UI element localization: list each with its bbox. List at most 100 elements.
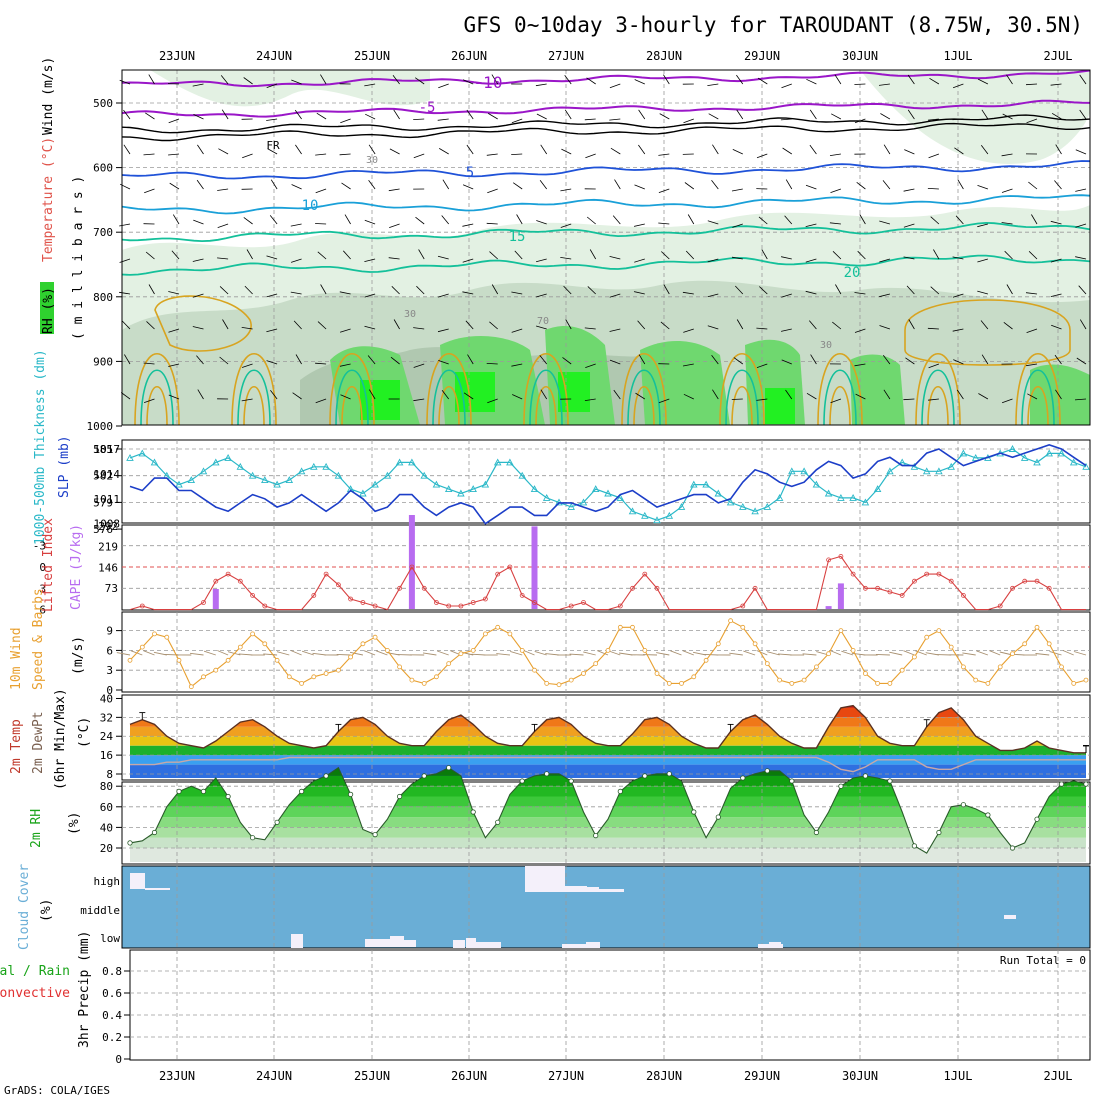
wind-barb bbox=[123, 144, 131, 155]
wind10m-barb bbox=[1062, 650, 1074, 656]
wind-barb bbox=[221, 109, 229, 120]
wind-barb bbox=[1055, 144, 1062, 155]
wind-speed-marker bbox=[286, 674, 292, 680]
boundary-layer-contour bbox=[921, 369, 955, 426]
lifted-index-marker bbox=[262, 603, 268, 609]
wind-speed-marker bbox=[250, 631, 256, 637]
warm-contour bbox=[904, 299, 1071, 366]
bottom-date-labels: 23JUN 24JUN 25JUN 26JUN 27JUN 28JUN 29JUN 30JUN… bbox=[159, 1069, 1073, 1083]
wind-barb bbox=[197, 389, 204, 400]
wind-barb bbox=[119, 223, 131, 227]
wind-speed-marker bbox=[446, 661, 452, 666]
wind-barb bbox=[389, 223, 400, 228]
minmax-label: (6hr Min/Max) bbox=[53, 688, 68, 790]
rh-marker bbox=[813, 829, 820, 836]
rh-marker bbox=[250, 835, 256, 841]
cloud-title: Cloud Cover bbox=[17, 864, 32, 950]
wind-speed-marker bbox=[568, 677, 574, 683]
lifted-index-marker bbox=[139, 603, 145, 609]
lifted-index-marker bbox=[495, 571, 501, 577]
thickness-marker bbox=[714, 489, 723, 497]
wind-barb bbox=[903, 398, 915, 401]
tick-label: 0.8 bbox=[102, 965, 122, 978]
wind10m-speed-label: Speed & Barbs bbox=[31, 588, 46, 690]
rh-marker bbox=[568, 778, 574, 784]
wind-barb bbox=[785, 179, 793, 190]
wind10m-barb bbox=[312, 652, 327, 656]
wind-barb bbox=[658, 188, 670, 193]
lifted-index-marker bbox=[213, 578, 219, 584]
thickness-marker bbox=[788, 467, 796, 475]
wind-barb bbox=[955, 215, 964, 225]
contour-label: 30 bbox=[404, 309, 416, 320]
wind-barb bbox=[1078, 285, 1087, 295]
wind-speed-marker bbox=[188, 684, 194, 690]
wind10m-barb bbox=[422, 652, 437, 656]
thickness-marker bbox=[175, 480, 183, 488]
wind-barb bbox=[535, 83, 547, 87]
wind-barb bbox=[834, 74, 842, 85]
wind-barb bbox=[463, 392, 474, 400]
wind-barb bbox=[977, 185, 989, 190]
wind-barb bbox=[830, 398, 842, 404]
wind-barb bbox=[511, 363, 523, 367]
wind-speed-marker bbox=[679, 681, 684, 686]
wind-barb bbox=[315, 188, 327, 194]
wind-barb bbox=[682, 363, 694, 367]
wind-barb bbox=[487, 113, 498, 120]
wind-barb bbox=[882, 354, 891, 365]
wind-speed-marker bbox=[1034, 624, 1040, 630]
wind-barb bbox=[491, 284, 499, 295]
wind10m-barb bbox=[729, 652, 743, 656]
wind-barb bbox=[1001, 188, 1013, 193]
wind-barb bbox=[437, 293, 449, 298]
rh-marker bbox=[862, 773, 869, 779]
wind-barb bbox=[442, 179, 450, 190]
wind-barb bbox=[143, 362, 155, 365]
thickness-marker bbox=[420, 471, 428, 479]
wind10m-barb bbox=[670, 650, 682, 656]
wind-speed-marker bbox=[458, 651, 464, 657]
dewpoint-line bbox=[130, 756, 1086, 773]
wind-barb bbox=[491, 74, 499, 85]
cloud-bar bbox=[404, 940, 416, 947]
wind-barb bbox=[143, 153, 155, 156]
wind-barb bbox=[832, 321, 842, 330]
wind-barb bbox=[879, 220, 891, 225]
wind10m-barb bbox=[510, 650, 523, 656]
date-label: 30JUN bbox=[842, 49, 878, 63]
wind-barb bbox=[364, 325, 376, 330]
precip-title: 3hr Precip (mm) bbox=[77, 931, 92, 1048]
rh-marker bbox=[470, 809, 476, 815]
thickness-marker bbox=[653, 516, 661, 524]
wind-barb bbox=[756, 327, 768, 330]
wind-speed-marker bbox=[127, 657, 133, 663]
wind-barb bbox=[1001, 222, 1013, 225]
wind-speed-marker bbox=[397, 664, 403, 670]
rh-marker bbox=[200, 788, 207, 795]
wind-barb bbox=[977, 78, 989, 85]
wind-barb bbox=[903, 188, 915, 192]
thickness-marker bbox=[824, 489, 833, 497]
wind-barb bbox=[806, 392, 817, 400]
cape-bar bbox=[531, 526, 538, 609]
wind-barb bbox=[977, 290, 989, 295]
boundary-layer-contour bbox=[231, 352, 277, 426]
wind-barb bbox=[634, 184, 645, 190]
wind-barb bbox=[241, 398, 253, 402]
lifted-index-marker bbox=[433, 600, 439, 605]
lifted-index-marker bbox=[237, 578, 243, 584]
cloud-level-label: high bbox=[94, 875, 121, 888]
rh-band bbox=[130, 817, 1086, 828]
wind-barb bbox=[563, 285, 572, 295]
tick-label: 9 bbox=[106, 625, 113, 638]
slp-tick-label: 1017 bbox=[94, 443, 121, 456]
wind-barb bbox=[660, 321, 670, 330]
wind-barb bbox=[981, 354, 989, 365]
thickness-marker bbox=[910, 462, 919, 470]
tick-label: 600 bbox=[93, 162, 113, 175]
thickness-marker bbox=[1082, 462, 1090, 470]
rh-marker bbox=[764, 768, 770, 774]
wind10m-barb bbox=[841, 650, 854, 656]
wind10m-barb bbox=[263, 653, 278, 656]
